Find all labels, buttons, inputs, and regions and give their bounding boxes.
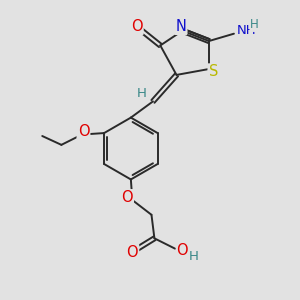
- Text: NH: NH: [237, 24, 256, 37]
- Text: O: O: [127, 245, 138, 260]
- Text: O: O: [78, 124, 89, 139]
- Text: H: H: [189, 250, 199, 262]
- Text: O: O: [176, 244, 188, 259]
- Text: O: O: [121, 190, 133, 205]
- Text: O: O: [131, 19, 142, 34]
- Text: H: H: [250, 18, 259, 32]
- Text: H: H: [137, 87, 147, 100]
- Text: N: N: [176, 19, 186, 34]
- Text: S: S: [208, 64, 218, 80]
